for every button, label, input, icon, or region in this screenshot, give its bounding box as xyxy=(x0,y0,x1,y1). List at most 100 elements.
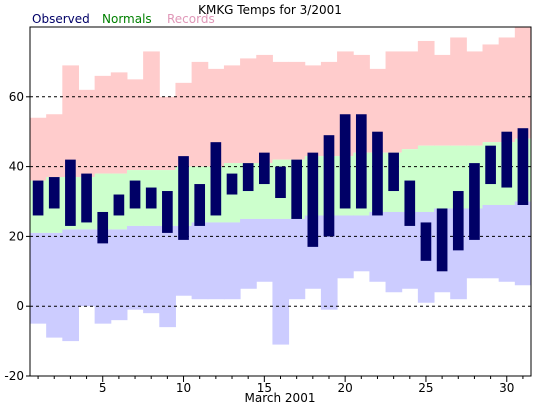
record-low-band-day-13 xyxy=(223,222,241,300)
record-high-band-day-31 xyxy=(514,27,532,139)
record-high-band-day-7 xyxy=(126,79,144,171)
record-high-band-day-3 xyxy=(62,65,79,178)
record-low-band-day-15 xyxy=(256,218,273,282)
observed-bar-day-4 xyxy=(81,173,92,223)
record-high-band-day-16 xyxy=(272,61,290,160)
record-low-band-day-12 xyxy=(207,222,225,300)
observed-bar-day-18 xyxy=(307,152,319,247)
observed-bar-day-26 xyxy=(436,208,448,272)
observed-bar-day-25 xyxy=(420,222,432,261)
record-low-band-day-2 xyxy=(46,232,63,338)
y-tick-label-40: 40 xyxy=(9,160,24,174)
record-low-band-day-6 xyxy=(110,229,128,321)
observed-bar-day-15 xyxy=(259,152,270,185)
record-low-band-day-23 xyxy=(385,211,403,293)
x-tick-label-20: 20 xyxy=(338,381,353,395)
observed-bar-day-20 xyxy=(339,114,351,209)
observed-bar-day-31 xyxy=(517,128,529,205)
record-high-band-day-29 xyxy=(482,44,500,143)
record-high-band-day-14 xyxy=(240,58,257,164)
y-tick-label-20: 20 xyxy=(9,229,24,243)
record-low-band-day-3 xyxy=(62,229,79,342)
observed-bar-day-3 xyxy=(65,159,76,226)
record-low-band-day-8 xyxy=(143,225,160,314)
observed-bar-day-14 xyxy=(242,163,254,192)
observed-bar-day-6 xyxy=(113,194,125,216)
observed-bar-day-28 xyxy=(469,163,480,240)
observed-bar-day-17 xyxy=(291,159,302,219)
y-tick-label-60: 60 xyxy=(9,90,24,104)
record-high-band-day-23 xyxy=(385,51,403,153)
observed-bar-day-2 xyxy=(48,177,60,209)
observed-bar-day-30 xyxy=(501,131,513,188)
x-tick-label-25: 25 xyxy=(418,381,433,395)
record-low-band-day-30 xyxy=(498,204,516,282)
record-low-band-day-16 xyxy=(272,218,290,345)
x-tick-label-5: 5 xyxy=(99,381,107,395)
observed-bar-day-11 xyxy=(194,184,206,226)
x-tick-label-15: 15 xyxy=(257,381,272,395)
observed-bar-day-21 xyxy=(355,114,367,209)
record-high-band-day-4 xyxy=(78,89,96,178)
observed-bar-day-19 xyxy=(323,135,335,237)
chart-title: KMKG Temps for 3/2001 xyxy=(198,3,342,17)
record-high-band-day-8 xyxy=(143,51,160,171)
normal-band-day-26 xyxy=(434,145,451,209)
record-high-band-day-30 xyxy=(498,37,516,143)
observed-bar-day-29 xyxy=(485,145,496,185)
observed-bar-day-10 xyxy=(178,156,189,240)
record-low-band-day-5 xyxy=(94,229,112,324)
legend-normals: Normals xyxy=(102,12,152,26)
record-low-band-day-31 xyxy=(514,201,532,286)
record-low-band-day-9 xyxy=(159,225,176,328)
normal-band-day-25 xyxy=(417,145,435,212)
record-low-band-day-10 xyxy=(175,225,193,296)
y-tick-label--20: -20 xyxy=(4,369,24,383)
observed-bar-day-5 xyxy=(97,211,109,244)
legend: Observed Normals Records xyxy=(32,12,215,26)
observed-bar-day-12 xyxy=(210,142,222,216)
record-low-band-day-29 xyxy=(482,204,500,279)
record-low-band-day-1 xyxy=(30,232,47,324)
record-high-band-day-25 xyxy=(417,40,435,146)
record-low-band-day-19 xyxy=(320,215,338,310)
record-high-band-day-15 xyxy=(256,54,273,164)
record-high-band-day-5 xyxy=(94,75,112,174)
record-low-band-day-21 xyxy=(353,215,370,272)
record-high-band-day-19 xyxy=(320,61,338,157)
record-high-band-day-2 xyxy=(46,114,63,178)
record-high-band-day-27 xyxy=(450,37,467,146)
observed-bar-day-27 xyxy=(452,191,464,251)
observed-bar-day-7 xyxy=(129,180,141,209)
record-high-band-day-11 xyxy=(191,61,209,167)
record-high-band-day-1 xyxy=(30,117,47,181)
x-tick-label-10: 10 xyxy=(176,381,191,395)
record-high-band-day-26 xyxy=(434,54,451,146)
record-low-band-day-7 xyxy=(126,225,144,310)
record-low-band-day-24 xyxy=(401,211,419,289)
legend-observed: Observed xyxy=(32,12,90,26)
record-low-band-day-20 xyxy=(337,215,354,279)
observed-bar-day-1 xyxy=(32,180,44,216)
record-low-band-day-22 xyxy=(369,211,387,282)
observed-bar-day-13 xyxy=(226,173,238,195)
observed-bar-day-22 xyxy=(372,131,383,216)
observed-bar-day-16 xyxy=(275,166,286,199)
record-high-band-day-18 xyxy=(304,65,322,157)
record-low-band-day-14 xyxy=(240,218,257,289)
record-high-band-day-6 xyxy=(110,72,128,174)
observed-bar-day-8 xyxy=(145,187,157,209)
y-tick-label-0: 0 xyxy=(16,299,24,313)
observed-bar-day-9 xyxy=(162,191,173,233)
x-tick-label-30: 30 xyxy=(499,381,514,395)
observed-bar-day-24 xyxy=(404,180,416,226)
record-low-band-day-17 xyxy=(288,218,306,300)
record-high-band-day-24 xyxy=(401,51,419,150)
observed-bar-day-23 xyxy=(388,152,399,192)
record-high-band-day-28 xyxy=(466,51,484,146)
record-high-band-day-17 xyxy=(288,61,306,160)
record-low-band-day-4 xyxy=(78,229,96,307)
record-high-band-day-13 xyxy=(223,65,241,164)
record-high-band-day-10 xyxy=(175,82,193,167)
